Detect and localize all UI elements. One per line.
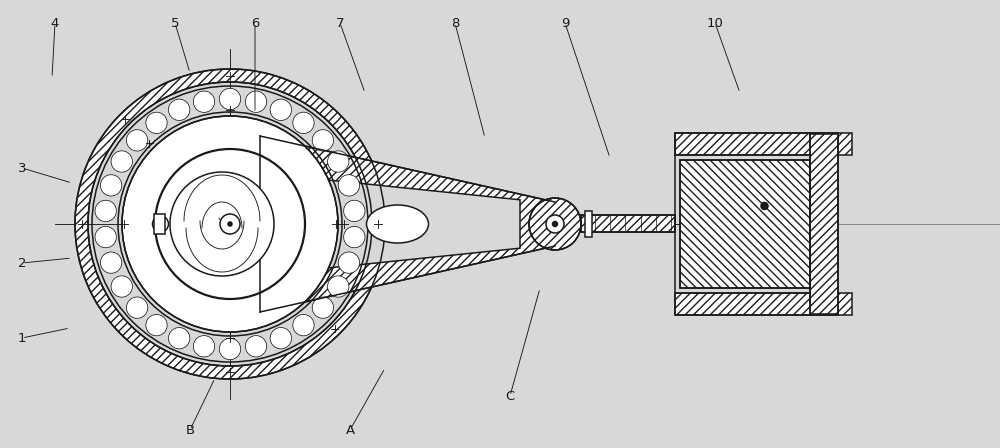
Polygon shape xyxy=(75,69,385,379)
Circle shape xyxy=(122,116,338,332)
Text: 6: 6 xyxy=(251,17,259,30)
Circle shape xyxy=(270,327,292,349)
Text: 5: 5 xyxy=(171,17,179,30)
Text: 1: 1 xyxy=(18,332,26,345)
Bar xyxy=(585,211,592,237)
Circle shape xyxy=(100,175,122,196)
Text: B: B xyxy=(185,423,195,436)
Text: 10: 10 xyxy=(707,17,723,30)
Circle shape xyxy=(552,221,558,227)
Bar xyxy=(680,160,810,288)
Circle shape xyxy=(328,151,349,172)
Circle shape xyxy=(228,222,232,226)
Circle shape xyxy=(293,112,314,134)
Bar xyxy=(581,215,675,233)
Circle shape xyxy=(312,297,334,318)
Circle shape xyxy=(529,198,581,250)
Circle shape xyxy=(100,252,122,273)
Text: 9: 9 xyxy=(561,17,569,30)
Circle shape xyxy=(111,276,132,297)
Circle shape xyxy=(193,91,215,112)
Circle shape xyxy=(146,112,167,134)
Ellipse shape xyxy=(367,205,429,243)
Circle shape xyxy=(270,99,292,121)
Text: 8: 8 xyxy=(451,17,459,30)
Bar xyxy=(675,133,852,155)
Polygon shape xyxy=(285,176,520,272)
Bar xyxy=(680,160,810,288)
Bar xyxy=(154,214,165,234)
Circle shape xyxy=(338,175,360,196)
Circle shape xyxy=(170,172,274,276)
Circle shape xyxy=(312,130,334,151)
Circle shape xyxy=(546,215,564,233)
Circle shape xyxy=(328,276,349,297)
Circle shape xyxy=(126,130,148,151)
Circle shape xyxy=(220,214,240,234)
Circle shape xyxy=(155,149,305,299)
Circle shape xyxy=(219,88,241,110)
Circle shape xyxy=(146,314,167,336)
Text: 4: 4 xyxy=(51,17,59,30)
Text: 3: 3 xyxy=(18,161,26,175)
Circle shape xyxy=(95,200,116,222)
Circle shape xyxy=(245,91,267,112)
Polygon shape xyxy=(260,136,555,312)
Circle shape xyxy=(219,338,241,360)
Circle shape xyxy=(344,200,365,222)
Circle shape xyxy=(168,327,190,349)
Circle shape xyxy=(293,314,314,336)
Circle shape xyxy=(338,252,360,273)
Circle shape xyxy=(95,226,116,248)
Circle shape xyxy=(344,226,365,248)
Text: C: C xyxy=(505,389,515,402)
Text: 7: 7 xyxy=(336,17,344,30)
Circle shape xyxy=(193,336,215,357)
Text: 2: 2 xyxy=(18,257,26,270)
Circle shape xyxy=(245,336,267,357)
Bar xyxy=(226,220,234,228)
Circle shape xyxy=(761,202,768,210)
Bar xyxy=(810,134,838,314)
Circle shape xyxy=(126,297,148,318)
Bar xyxy=(581,215,675,233)
Circle shape xyxy=(152,216,169,232)
Circle shape xyxy=(168,99,190,121)
Bar xyxy=(675,293,852,315)
Text: A: A xyxy=(345,423,355,436)
Circle shape xyxy=(111,151,132,172)
